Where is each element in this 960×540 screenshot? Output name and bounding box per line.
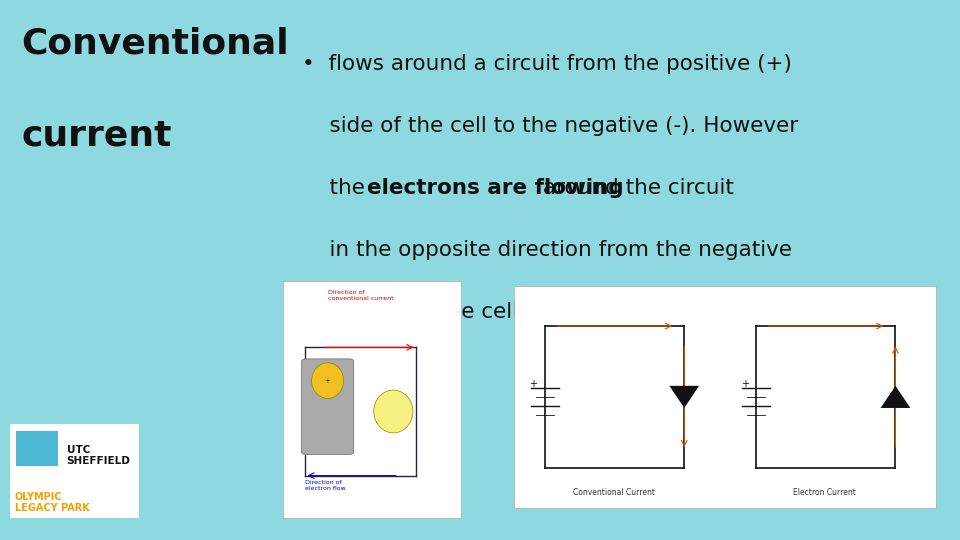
Text: +: + — [740, 379, 749, 389]
Text: Direction of
conventional current: Direction of conventional current — [327, 291, 394, 301]
Text: the: the — [302, 178, 372, 198]
Text: +: + — [529, 379, 538, 389]
Text: around the circuit: around the circuit — [536, 178, 734, 198]
Text: (-) side of the cell to the positive (+).: (-) side of the cell to the positive (+)… — [302, 302, 729, 322]
Text: electrons are flowing: electrons are flowing — [367, 178, 623, 198]
Text: Direction of
electron flow: Direction of electron flow — [304, 481, 346, 491]
Ellipse shape — [373, 390, 413, 433]
Polygon shape — [669, 386, 699, 408]
Text: +: + — [324, 377, 330, 383]
Text: Conventional Current: Conventional Current — [572, 488, 655, 497]
Text: •  flows around a circuit from the positive (+): • flows around a circuit from the positi… — [302, 54, 792, 74]
Ellipse shape — [312, 363, 344, 399]
Text: side of the cell to the negative (-). However: side of the cell to the negative (-). Ho… — [302, 116, 799, 136]
Text: current: current — [21, 119, 172, 153]
Text: UTC
SHEFFIELD: UTC SHEFFIELD — [66, 445, 131, 467]
Text: in the opposite direction from the negative: in the opposite direction from the negat… — [302, 240, 792, 260]
FancyBboxPatch shape — [283, 281, 461, 518]
Text: OLYMPIC
LEGACY PARK: OLYMPIC LEGACY PARK — [14, 492, 89, 513]
Text: Electron Current: Electron Current — [793, 488, 856, 497]
Polygon shape — [880, 386, 910, 408]
FancyBboxPatch shape — [301, 359, 353, 455]
Text: Conventional: Conventional — [21, 27, 289, 61]
FancyBboxPatch shape — [514, 286, 936, 508]
FancyBboxPatch shape — [10, 424, 139, 518]
FancyBboxPatch shape — [16, 430, 58, 467]
